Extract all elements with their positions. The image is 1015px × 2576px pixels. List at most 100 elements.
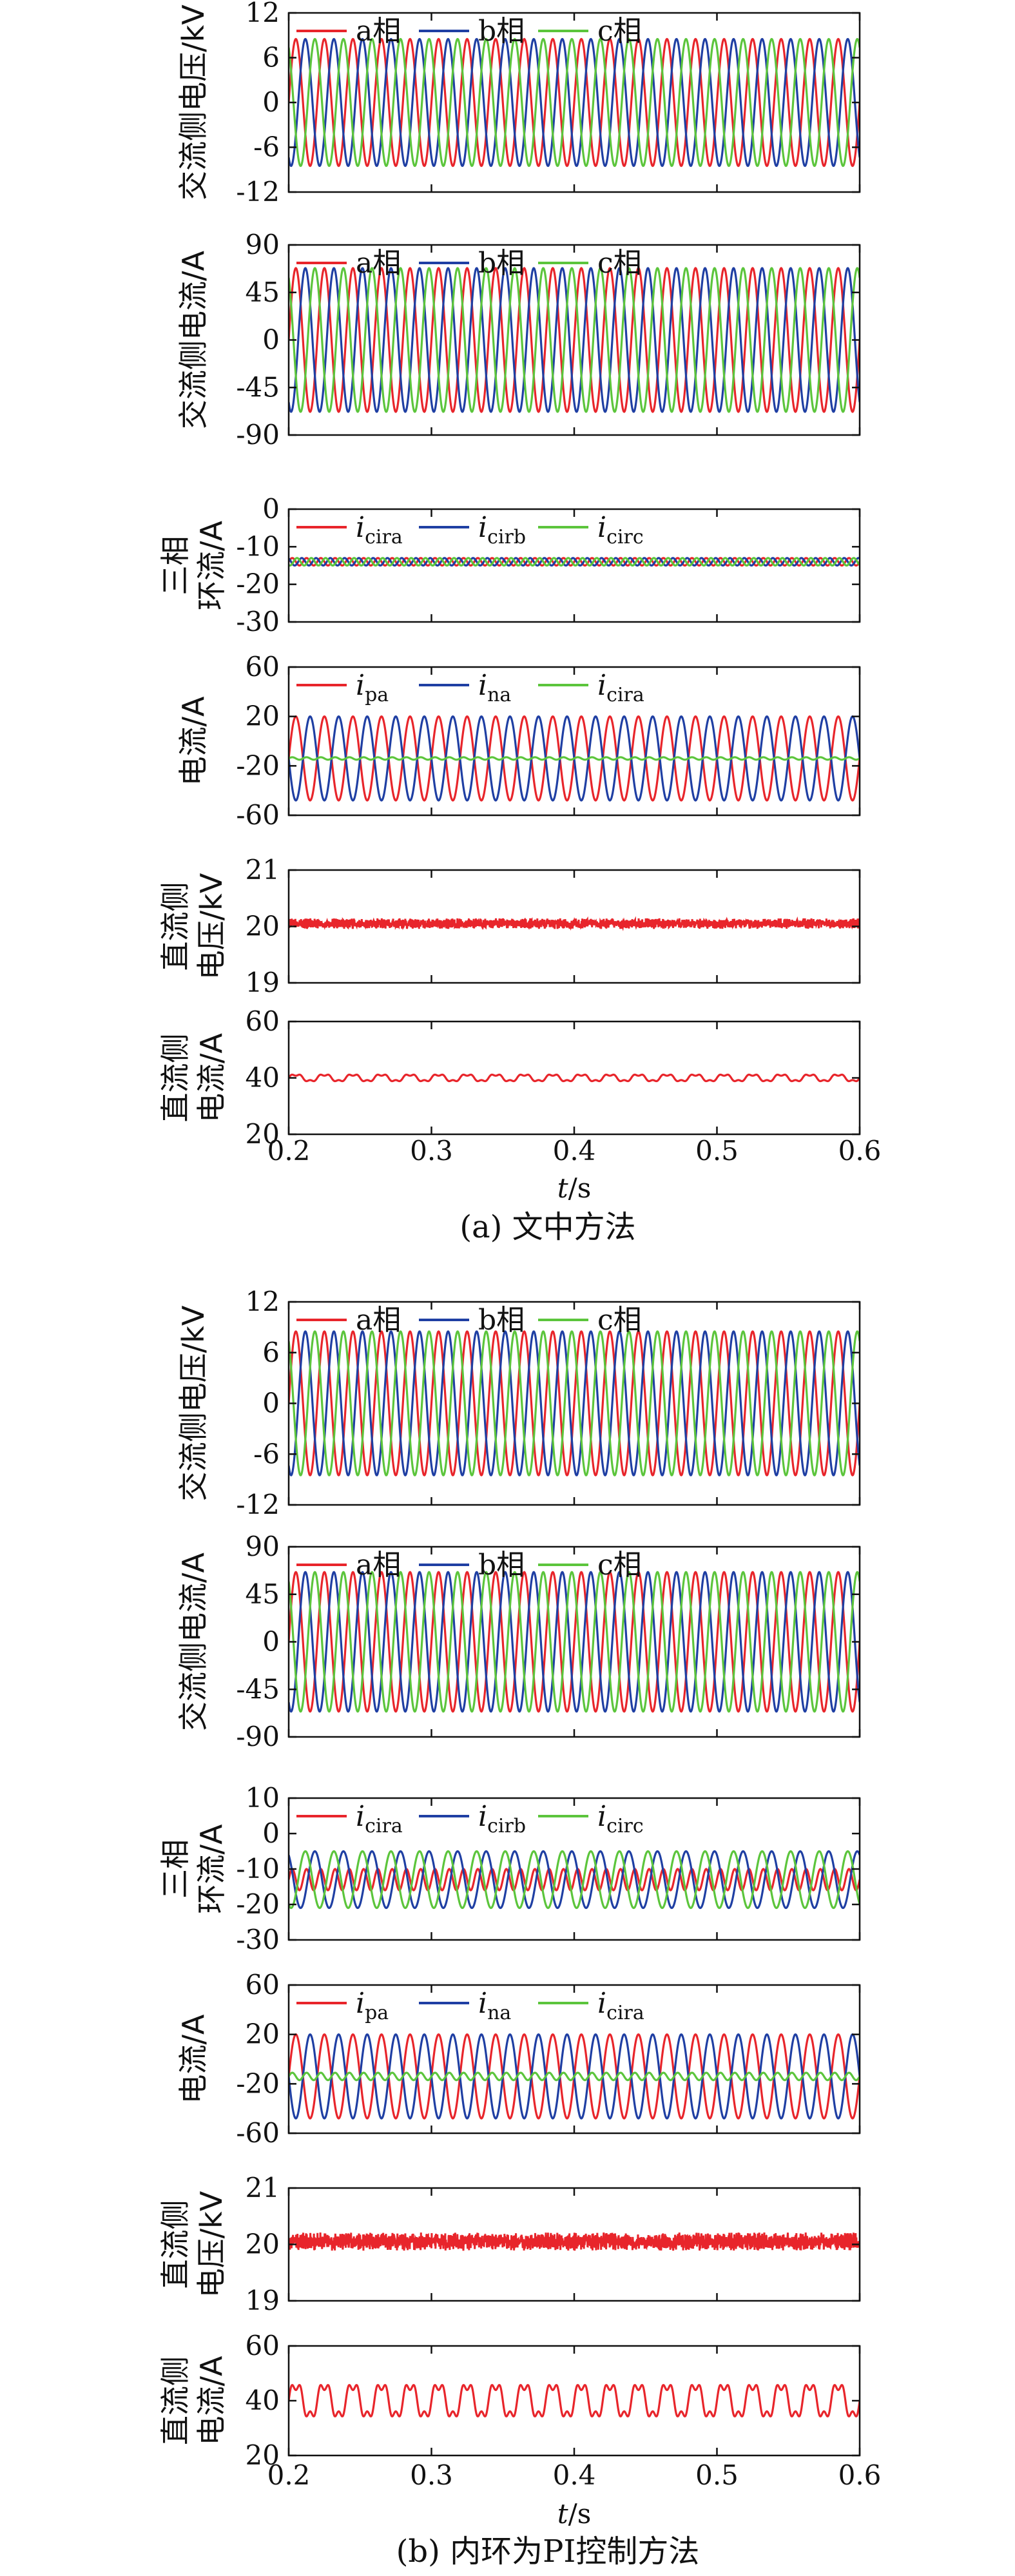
y-tick-label: 0 [262, 1817, 280, 1849]
y-tick-label: 60 [246, 651, 280, 683]
y-tick-label: -12 [236, 176, 280, 208]
y-axis-label: 直流侧 [158, 882, 193, 971]
series-line-3 [289, 2071, 860, 2082]
y-tick-label: 20 [246, 1118, 280, 1150]
y-axis-label: 电压/kV [194, 873, 229, 980]
series-line-1 [289, 1868, 860, 1892]
y-tick-label: -10 [236, 530, 280, 562]
series-line-1 [289, 1330, 860, 1477]
legend-label-2: ina [478, 1987, 511, 2024]
series-line-2 [289, 557, 860, 567]
legend-main: i [597, 511, 606, 544]
legend-sub: cira [365, 526, 403, 548]
legend-main: i [356, 511, 365, 544]
caption-a: (a) 文中方法 [459, 1209, 635, 1245]
y-axis-label: 交流侧电流/A [176, 250, 211, 429]
series-line-2 [289, 37, 860, 168]
y-tick-label: -12 [236, 1489, 280, 1520]
y-axis-label: 三相 [158, 536, 193, 596]
x-axis-label-var: t [557, 2498, 568, 2530]
y-axis-label: 交流侧电压/kV [176, 1305, 211, 1501]
legend-label-3: c相 [597, 247, 642, 280]
series-group [289, 916, 860, 931]
y-tick-label: -10 [236, 1853, 280, 1884]
series-group [289, 2232, 860, 2251]
y-axis-label: 电压/kV [194, 2191, 229, 2298]
y-tick-label: 0 [262, 86, 280, 118]
series-group [289, 2383, 860, 2418]
legend-main: i [597, 1800, 606, 1833]
legend-sub: pa [365, 2002, 389, 2024]
series-line-2 [289, 267, 860, 413]
y-tick-label: -30 [236, 606, 280, 637]
x-tick-label: 0.3 [410, 2459, 453, 2491]
legend-label-2: icirb [478, 511, 526, 548]
legend-main: i [356, 1987, 365, 2020]
y-axis-label: 直流侧 [158, 1034, 193, 1123]
y-tick-label: -60 [236, 2117, 280, 2149]
y-tick-label: 21 [246, 854, 280, 886]
y-axis-label: 直流侧 [158, 2200, 193, 2289]
y-tick-label: 45 [246, 276, 280, 308]
y-tick-label: -6 [253, 131, 280, 163]
y-tick-label: 90 [246, 1531, 280, 1562]
legend-label-3: c相 [597, 15, 642, 48]
y-tick-label: 20 [246, 911, 280, 942]
y-axis-label: 三相 [158, 1839, 193, 1899]
series-line-3 [289, 267, 860, 413]
legend-label-1: icira [356, 1800, 403, 1837]
panel-b-6: 12 6 0 -6 -12 交流侧电压/kV a相 b相 c相 [176, 1286, 861, 1520]
y-tick-label: 20 [246, 2439, 280, 2471]
legend-main: i [478, 1800, 487, 1833]
legend-sub: cirb [487, 526, 526, 548]
x-tick-label: 0.2 [267, 1135, 311, 1167]
series-line-3 [289, 557, 860, 567]
legend-sub: na [487, 684, 511, 706]
series-line-3 [289, 37, 860, 168]
y-axis-label: 直流侧 [158, 2356, 193, 2445]
y-tick-label: -20 [236, 1888, 280, 1920]
legend-main: i [356, 1800, 365, 1833]
series-line-3 [289, 1571, 860, 1713]
series-line-1 [289, 1073, 860, 1083]
series-line-3 [289, 1330, 860, 1477]
y-tick-label: 0 [262, 1626, 280, 1658]
y-tick-label: -20 [236, 568, 280, 600]
y-axis-label: 电流/A [176, 2014, 211, 2104]
x-axis-label-unit: /s [568, 1172, 592, 1204]
y-axis-label: 环流/A [194, 520, 229, 610]
y-tick-label: 21 [246, 2172, 280, 2203]
legend-sub: cira [365, 1815, 403, 1837]
y-tick-label: 19 [246, 967, 280, 998]
legend-label-3: icirc [597, 511, 644, 548]
y-tick-label: 6 [262, 1337, 280, 1368]
series-line-1 [289, 916, 860, 931]
y-tick-label: 10 [246, 1782, 280, 1814]
y-tick-label: 20 [246, 2229, 280, 2260]
legend-label-2: b相 [478, 15, 525, 48]
legend-sub: circ [606, 526, 644, 548]
y-axis-label: 电流/A [176, 696, 211, 786]
legend-label-1: ipa [356, 669, 389, 706]
series-line-1 [289, 37, 860, 168]
panel-a-0: 12 6 0 -6 -12 交流侧电压/kV a相 b相 c相 [176, 0, 861, 208]
series-line-2 [289, 1850, 860, 1910]
panel-b-10: 21 20 19 直流侧 电压/kV [158, 2172, 861, 2316]
y-tick-label: -20 [236, 2068, 280, 2099]
y-tick-label: -20 [236, 750, 280, 781]
legend-main: i [478, 511, 487, 544]
x-tick-label: 0.3 [410, 1135, 453, 1167]
y-tick-label: -90 [236, 1721, 280, 1752]
y-tick-label: 40 [246, 1062, 280, 1094]
x-axis-label-var: t [557, 1172, 568, 1204]
y-tick-label: 45 [246, 1578, 280, 1610]
y-tick-label: 20 [246, 2019, 280, 2050]
y-tick-label: 90 [246, 229, 280, 260]
y-axis-label: 交流侧电流/A [176, 1552, 211, 1730]
series-group [289, 1073, 860, 1083]
legend-label-3: c相 [597, 1304, 642, 1337]
legend-sub: pa [365, 684, 389, 706]
